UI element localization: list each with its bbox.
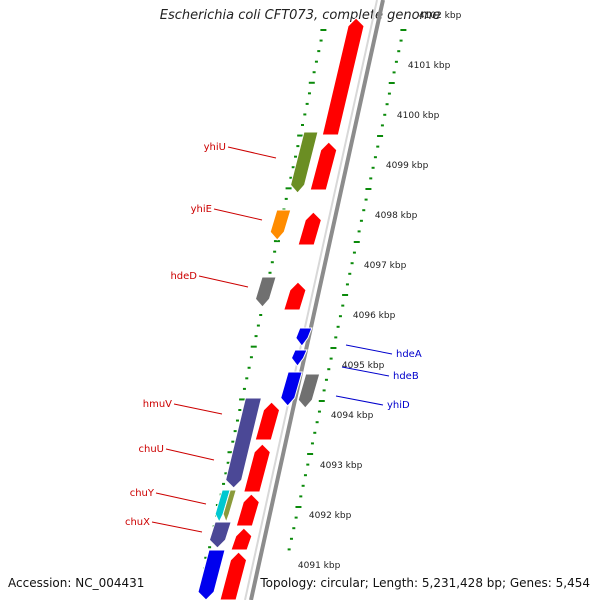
accession-text: Accession: NC_004431 <box>8 576 145 590</box>
gene-label-hdeD: hdeD <box>170 271 197 282</box>
forward-gene-arrow <box>230 527 253 551</box>
gene-block-hmuV <box>225 397 263 489</box>
forward-gene-arrow <box>243 443 271 493</box>
gene-block-chuX <box>208 521 232 549</box>
reverse-gene-yhiD <box>280 371 303 407</box>
reverse-gene-hdeA <box>295 327 313 347</box>
gene-label-hdeB: hdeB <box>393 371 419 382</box>
map-title: Escherichia coli CFT073, complete genome <box>159 8 441 23</box>
forward-gene-arrow <box>254 401 281 441</box>
gene-label-yhiU: yhiU <box>204 142 226 153</box>
gene-block-blue <box>197 549 226 600</box>
kbp-scale-label: 4100 kbp <box>397 111 440 121</box>
gene-block-yhiU <box>289 131 319 194</box>
leader-line <box>155 492 207 505</box>
kbp-scale-label: 4094 kbp <box>331 411 374 421</box>
gene-block-yhiE <box>269 209 292 241</box>
leader-line <box>173 403 223 415</box>
kbp-scale: 4102 kbp 4101 kbp 4100 kbp 4099 kbp 4098 kbp… <box>298 11 462 571</box>
reverse-gene-grey <box>297 373 321 409</box>
forward-gene-arrow <box>283 281 307 311</box>
forward-gene-arrow <box>309 141 338 191</box>
gene-label-chuY: chuY <box>130 488 155 499</box>
kbp-scale-label: 4093 kbp <box>320 461 363 471</box>
gene-label-chuU: chuU <box>139 444 165 455</box>
kbp-scale-label: 4091 kbp <box>298 561 341 571</box>
kbp-scale-label: 4096 kbp <box>353 311 396 321</box>
gene-label-yhiD: yhiD <box>387 400 410 411</box>
backbone-shadow-line <box>244 0 378 600</box>
gene-label-hmuV: hmuV <box>143 399 172 410</box>
gene-label-hdeA: hdeA <box>396 349 422 360</box>
gene-block-hdeD <box>254 276 277 308</box>
kbp-scale-label: 4095 kbp <box>342 361 385 371</box>
leader-line <box>198 275 249 288</box>
reverse-gene-hdeB <box>290 349 308 367</box>
leader-line <box>151 521 203 533</box>
leader-line <box>341 366 390 377</box>
leader-line <box>335 395 384 406</box>
leader-line <box>213 208 263 221</box>
topology-text: Topology: circular; Length: 5,231,428 bp… <box>260 576 590 590</box>
kbp-scale-label: 4101 kbp <box>408 61 451 71</box>
forward-gene-arrow <box>297 211 322 246</box>
forward-gene-arrow <box>321 17 365 136</box>
gene-block-chuY-b <box>222 489 237 524</box>
backbone-line <box>249 0 385 600</box>
leader-line <box>165 448 215 461</box>
gc-skew-ticks <box>198 29 407 591</box>
gene-block-chuY <box>214 489 231 524</box>
genome-backbone <box>244 0 385 600</box>
gene-labels: yhiU yhiE hdeD hmuV chuU chuY chuX hdeA hdeB yhiD <box>125 142 422 533</box>
kbp-scale-label: 4092 kbp <box>309 511 352 521</box>
gene-blocks <box>197 17 365 600</box>
leader-line <box>227 146 277 159</box>
kbp-scale-label: 4102 kbp <box>419 11 462 21</box>
kbp-scale-label: 4098 kbp <box>375 211 418 221</box>
gene-label-yhiE: yhiE <box>191 204 212 215</box>
forward-gene-arrow <box>219 551 248 600</box>
gene-label-chuX: chuX <box>125 517 150 528</box>
kbp-scale-label: 4099 kbp <box>386 161 429 171</box>
kbp-scale-label: 4097 kbp <box>364 261 407 271</box>
forward-gene-arrow <box>235 493 260 527</box>
leader-line <box>345 344 393 355</box>
